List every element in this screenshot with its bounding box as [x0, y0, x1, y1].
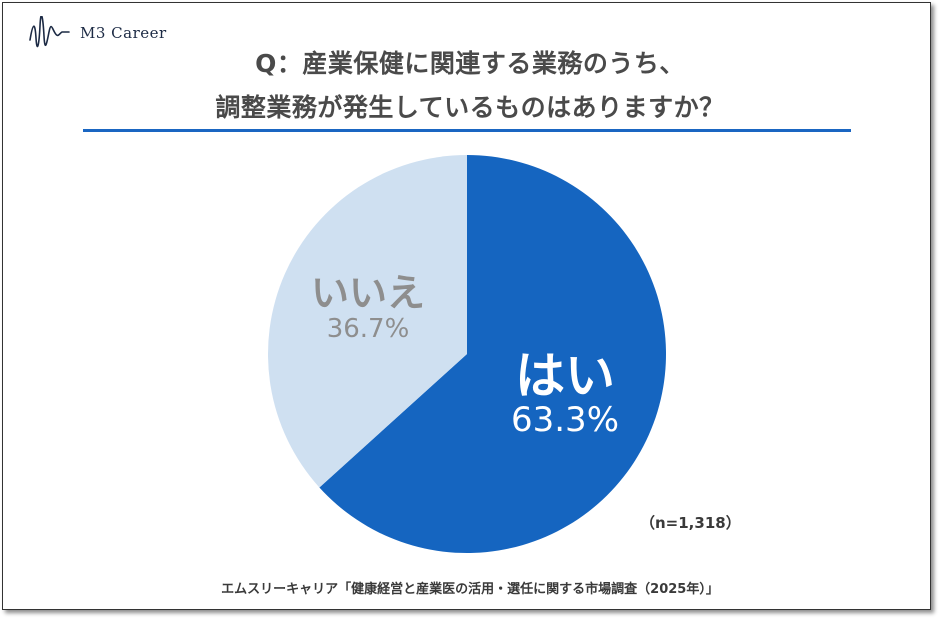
- slice-value-no: 36.7%: [326, 314, 410, 344]
- brand-name: M3 Career: [80, 24, 167, 42]
- title-underline: [83, 129, 851, 132]
- chart-title-line-1: Q：産業保健に関連する業務のうち、: [255, 49, 685, 78]
- slice-label-yes: はい: [515, 347, 615, 405]
- brand-logo: M3 Career: [28, 16, 167, 50]
- slice-value-yes: 63.3%: [510, 400, 619, 440]
- pie-slice-no: [268, 155, 467, 488]
- chart-title-line-2: 調整業務が発生しているものはありますか？: [215, 93, 725, 122]
- sample-size-note: （n=1,318）: [640, 514, 741, 532]
- source-citation: エムスリーキャリア「健康経営と産業医の活用・選任に関する市場調査（2025年）」: [221, 582, 719, 597]
- pie-slice-yes: [319, 155, 666, 553]
- slice-label-no: いいえ: [310, 271, 425, 315]
- wave-signature-icon: [28, 16, 70, 50]
